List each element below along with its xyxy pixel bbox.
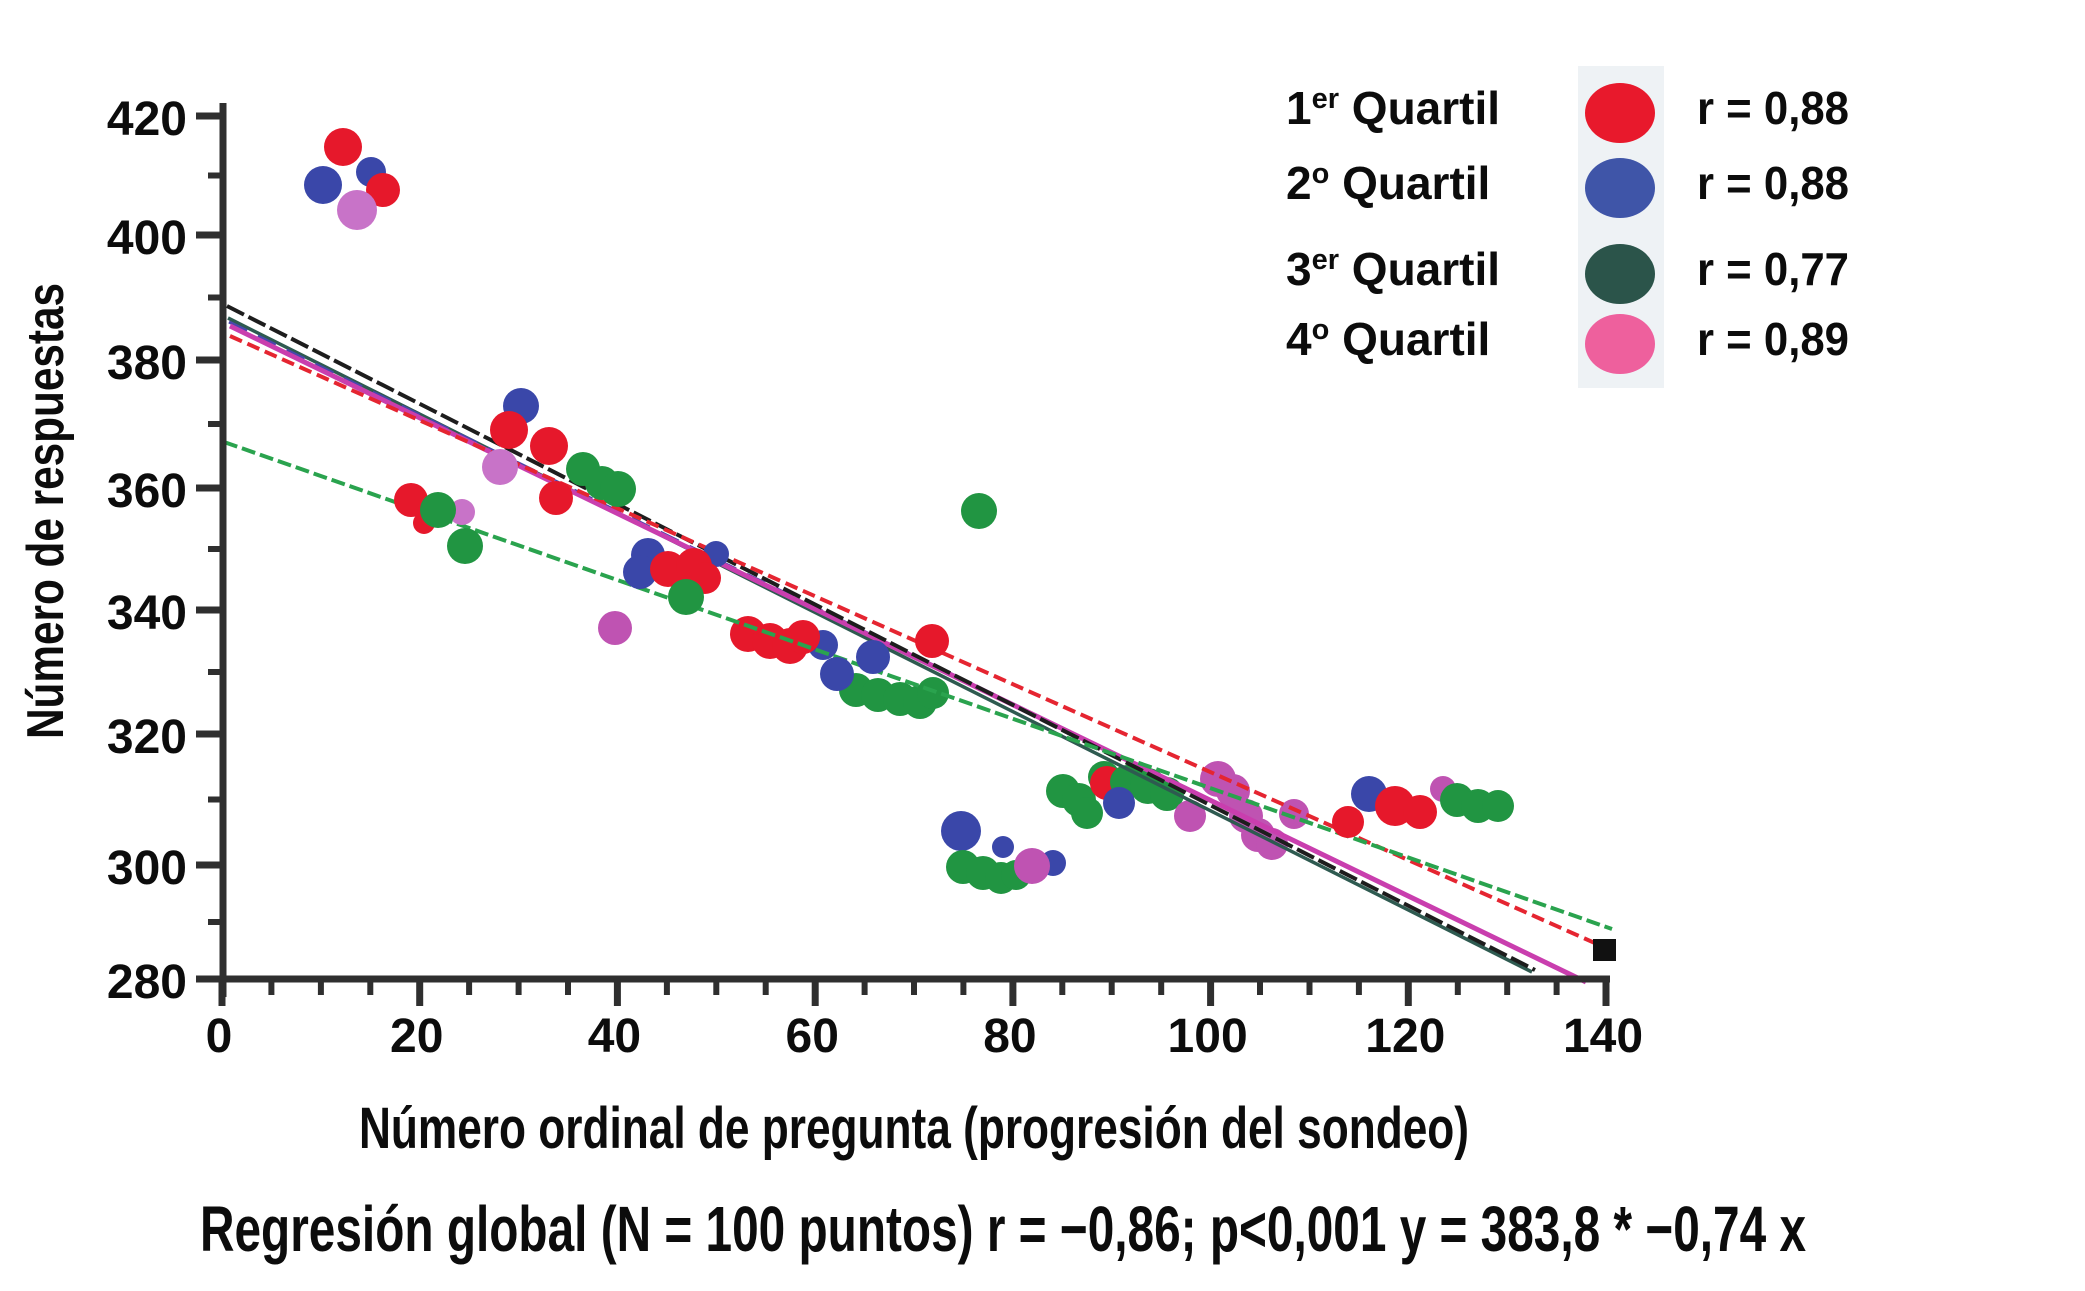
svg-text:Número ordinal de pregunta (pr: Número ordinal de pregunta (progresión d…	[359, 1096, 1469, 1161]
svg-text:Número de respuestas: Número de respuestas	[17, 283, 75, 739]
svg-text:420: 420	[107, 93, 187, 146]
svg-text:400: 400	[107, 212, 187, 265]
svg-text:r = 0,88: r = 0,88	[1697, 157, 1849, 209]
svg-text:2o Quartil: 2o Quartil	[1286, 157, 1490, 209]
svg-text:140: 140	[1563, 1010, 1643, 1063]
svg-text:100: 100	[1168, 1010, 1248, 1063]
svg-text:360: 360	[107, 465, 187, 518]
svg-text:1er Quartil: 1er Quartil	[1286, 82, 1500, 134]
svg-text:r = 0,88: r = 0,88	[1697, 82, 1849, 134]
svg-text:60: 60	[786, 1010, 839, 1063]
svg-text:0: 0	[206, 1010, 233, 1063]
svg-text:300: 300	[107, 842, 187, 895]
svg-text:80: 80	[983, 1010, 1036, 1063]
svg-text:r = 0,89: r = 0,89	[1697, 313, 1849, 365]
svg-text:40: 40	[588, 1010, 641, 1063]
svg-text:3er Quartil: 3er Quartil	[1286, 243, 1500, 295]
svg-text:340: 340	[107, 587, 187, 640]
svg-text:320: 320	[107, 711, 187, 764]
svg-text:380: 380	[107, 337, 187, 390]
svg-text:r = 0,77: r = 0,77	[1697, 243, 1849, 295]
svg-text:Regresión global (N = 100 punt: Regresión global (N = 100 puntos) r = −0…	[200, 1193, 1806, 1265]
svg-text:20: 20	[390, 1010, 443, 1063]
svg-text:120: 120	[1365, 1010, 1445, 1063]
svg-text:280: 280	[107, 956, 187, 1009]
